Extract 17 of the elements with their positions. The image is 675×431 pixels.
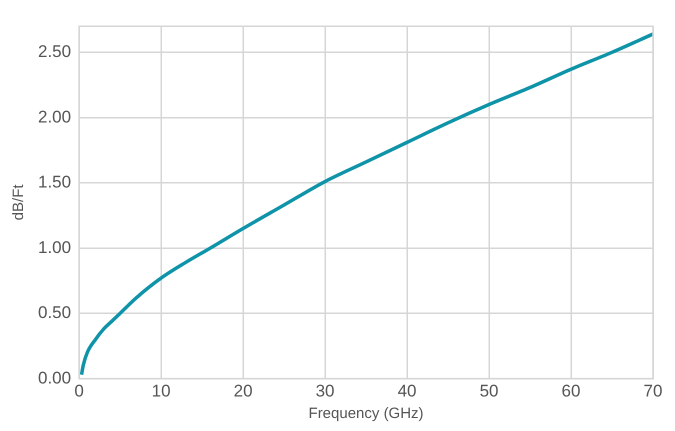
x-tick-label: 40 [398,381,416,400]
y-tick-label: 2.50 [38,42,72,61]
x-tick-label: 20 [234,381,253,400]
x-tick-label: 70 [644,381,662,400]
x-tick-label: 0 [74,381,84,400]
y-tick-label: 0.00 [38,368,72,388]
y-tick-label: 0.50 [38,303,72,322]
y-tick-label: 1.00 [38,238,72,257]
y-tick-label: 1.50 [38,172,72,192]
x-tick-label: 60 [562,381,580,400]
x-tick-label: 50 [480,381,498,400]
line-series [80,32,653,376]
x-tick-label: 30 [316,381,335,400]
x-axis-title: Frequency (GHz) [308,405,424,422]
y-tick-label: 2.00 [38,107,72,126]
y-axis-title: dB/Ft [10,184,28,220]
x-tick-label: 10 [152,381,171,400]
